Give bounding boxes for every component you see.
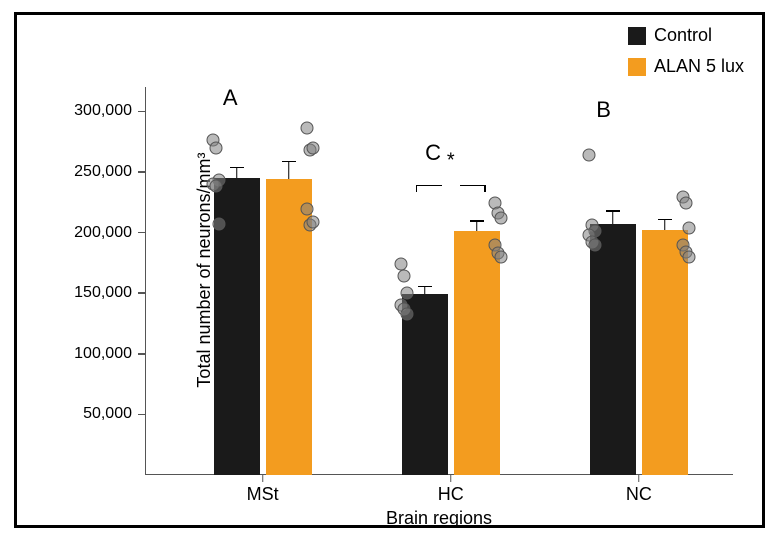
x-tick-label: NC: [626, 484, 652, 505]
x-tick: [262, 475, 264, 482]
data-point: [400, 307, 413, 320]
data-point: [397, 270, 410, 283]
y-ticks: 50,000 100,000 150,000 200,000 250,000 300,00…: [75, 87, 145, 475]
x-tick: [450, 475, 452, 482]
y-tick: 150,000: [74, 284, 145, 302]
bar-control: [402, 294, 448, 475]
legend-item-alan: ALAN 5 lux: [628, 56, 744, 77]
x-tick-label: MSt: [247, 484, 279, 505]
y-tick-label: 250,000: [74, 163, 132, 181]
significance-star: *: [447, 150, 455, 173]
chart-container: Control ALAN 5 lux Total number of neuro…: [0, 0, 779, 540]
data-point: [209, 141, 222, 154]
data-point: [682, 221, 695, 234]
group-letter: B: [596, 97, 611, 123]
error-cap: [230, 167, 244, 169]
significance-tick: [484, 186, 486, 192]
bar-group: NC: [590, 87, 688, 475]
data-point: [682, 250, 695, 263]
bar-group: MSt: [214, 87, 312, 475]
error-cap: [606, 210, 620, 212]
x-tick-label: HC: [438, 484, 464, 505]
bar-groups: MSt HCNC A C B *: [145, 87, 733, 475]
y-tick-label: 150,000: [74, 284, 132, 302]
legend: Control ALAN 5 lux: [628, 25, 744, 87]
error-cap: [470, 220, 484, 222]
legend-swatch-control: [628, 27, 646, 45]
chart-panel: Control ALAN 5 lux Total number of neuro…: [14, 12, 765, 528]
y-tick-mark: [138, 353, 145, 355]
bar-control: [590, 224, 636, 475]
data-point: [400, 287, 413, 300]
error-bar: [612, 212, 614, 224]
group-letter: A: [223, 85, 238, 111]
error-cap: [282, 161, 296, 163]
y-tick-label: 300,000: [74, 102, 132, 120]
data-point: [494, 211, 507, 224]
y-tick-mark: [138, 292, 145, 294]
data-point: [582, 148, 595, 161]
data-point: [679, 197, 692, 210]
significance-tick: [416, 186, 418, 192]
y-tick-mark: [138, 111, 145, 113]
data-point: [494, 250, 507, 263]
y-tick: 300,000: [74, 102, 145, 120]
legend-item-control: Control: [628, 25, 744, 46]
plot-area: 50,000100,000150,000200,000250,000300,00…: [145, 87, 733, 475]
y-tick-mark: [138, 232, 145, 234]
error-bar: [236, 168, 238, 178]
bar-group: HC: [402, 87, 500, 475]
y-tick: 100,000: [74, 345, 145, 363]
error-bar: [664, 220, 666, 230]
y-tick-label: 200,000: [74, 224, 132, 242]
legend-label-alan: ALAN 5 lux: [654, 56, 744, 77]
data-point: [588, 238, 601, 251]
data-point: [300, 203, 313, 216]
error-bar: [424, 287, 426, 294]
y-tick: 250,000: [74, 163, 145, 181]
data-point: [212, 218, 225, 231]
significance-line: [416, 185, 442, 187]
error-cap: [658, 219, 672, 221]
y-tick-mark: [138, 414, 145, 416]
legend-label-control: Control: [654, 25, 712, 46]
data-point: [394, 258, 407, 271]
y-tick-label: 100,000: [74, 345, 132, 363]
data-point: [306, 141, 319, 154]
x-axis-title: Brain regions: [386, 508, 492, 529]
y-tick: 200,000: [74, 224, 145, 242]
y-tick-mark: [138, 171, 145, 173]
error-bar: [476, 222, 478, 232]
data-point: [300, 122, 313, 135]
error-cap: [418, 286, 432, 288]
bar-alan: [642, 230, 688, 475]
significance-line: [460, 185, 486, 187]
legend-swatch-alan: [628, 58, 646, 76]
data-point: [209, 180, 222, 193]
bar-alan: [454, 231, 500, 475]
error-bar: [288, 162, 290, 179]
x-tick: [638, 475, 640, 482]
y-tick-label: 50,000: [83, 405, 132, 423]
data-point: [306, 215, 319, 228]
y-tick: 50,000: [83, 405, 145, 423]
group-letter: C: [425, 140, 441, 166]
